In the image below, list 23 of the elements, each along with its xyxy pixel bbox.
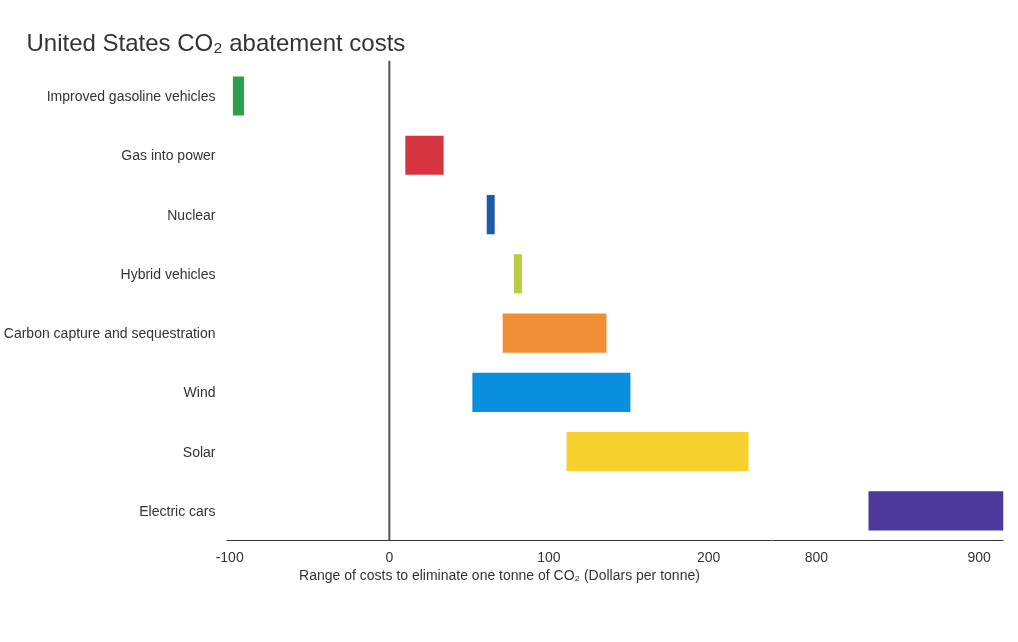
y-tick-label: Improved gasoline vehicles bbox=[46, 88, 216, 105]
y-tick-label: Carbon capture and sequestration bbox=[3, 325, 216, 342]
x-tick-label: 200 bbox=[696, 548, 721, 565]
y-tick-label: Wind bbox=[183, 384, 216, 401]
x-axis-title: Range of costs to eliminate one tonne of CO₂ (Dollars per tonne) bbox=[299, 566, 700, 583]
bar bbox=[566, 432, 749, 472]
chart-title: United States CO₂ abatement costs bbox=[26, 28, 406, 56]
y-tick-label: Solar bbox=[182, 443, 216, 460]
bar bbox=[405, 135, 444, 175]
y-tick-label: Nuclear bbox=[167, 206, 216, 223]
bar bbox=[486, 195, 495, 235]
bar bbox=[472, 372, 631, 412]
bar bbox=[513, 254, 522, 294]
x-tick-label: 0 bbox=[385, 548, 394, 565]
x-tick-label: -100 bbox=[215, 548, 244, 565]
y-tick-label: Electric cars bbox=[139, 502, 216, 519]
y-tick-label: Hybrid vehicles bbox=[120, 265, 216, 282]
y-tick-label: Gas into power bbox=[121, 147, 216, 164]
bar bbox=[502, 313, 607, 353]
x-tick-label: 900 bbox=[967, 548, 991, 565]
x-tick-label: 100 bbox=[537, 548, 561, 565]
bar bbox=[232, 76, 245, 116]
x-tick-label: 800 bbox=[804, 548, 829, 565]
